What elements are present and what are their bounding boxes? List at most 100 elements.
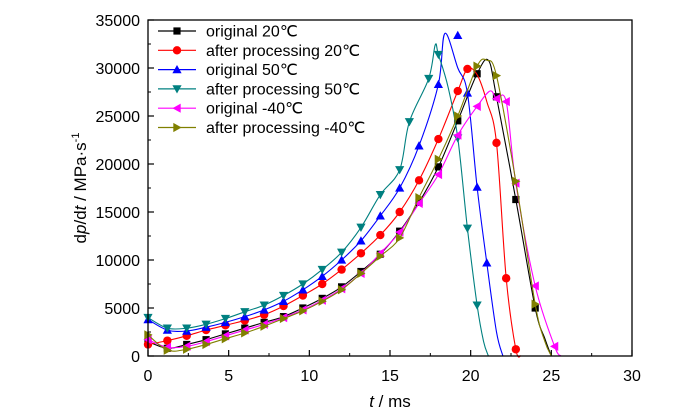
y-tick-label: 20000 bbox=[96, 157, 141, 174]
data-point bbox=[376, 230, 385, 240]
series-3 bbox=[143, 30, 504, 357]
data-point bbox=[299, 306, 308, 316]
data-point bbox=[453, 86, 462, 96]
x-tick-label: 0 bbox=[144, 368, 153, 385]
y-tick-label: 35000 bbox=[96, 13, 141, 30]
series-2 bbox=[143, 64, 522, 358]
data-point bbox=[317, 271, 327, 280]
data-point bbox=[318, 279, 327, 289]
data-point bbox=[453, 30, 463, 40]
data-point bbox=[462, 224, 473, 233]
series-line bbox=[147, 67, 522, 358]
data-point bbox=[433, 169, 443, 180]
legend-entry: original 20℃ bbox=[158, 24, 298, 41]
data-point bbox=[260, 321, 269, 331]
data-point bbox=[356, 236, 366, 245]
data-point bbox=[395, 207, 404, 217]
x-tick-label: 25 bbox=[542, 368, 560, 385]
data-point bbox=[356, 223, 366, 232]
legend-entry: after processing -40℃ bbox=[158, 120, 365, 137]
legend-marker bbox=[173, 27, 181, 35]
data-point bbox=[259, 301, 269, 310]
data-point bbox=[317, 265, 327, 275]
data-point bbox=[434, 154, 443, 164]
data-point bbox=[278, 296, 289, 305]
data-point bbox=[434, 163, 442, 171]
data-point bbox=[414, 176, 424, 185]
legend-label: original -40℃ bbox=[206, 101, 303, 118]
legend-marker bbox=[172, 65, 182, 74]
data-point bbox=[415, 193, 424, 203]
data-point bbox=[472, 301, 482, 310]
data-point bbox=[220, 314, 231, 324]
data-point bbox=[492, 138, 501, 148]
y-tick-label: 15000 bbox=[96, 205, 141, 222]
data-point bbox=[357, 268, 366, 279]
data-point bbox=[240, 308, 250, 317]
data-point bbox=[337, 265, 346, 274]
data-point bbox=[337, 255, 347, 264]
data-point bbox=[396, 233, 405, 243]
data-point bbox=[376, 251, 385, 261]
legend-entry: original -40℃ bbox=[158, 101, 303, 118]
data-point bbox=[298, 280, 308, 289]
legend-label: after processing 50℃ bbox=[206, 81, 360, 98]
data-point bbox=[492, 71, 502, 81]
data-point bbox=[182, 324, 192, 333]
data-point bbox=[433, 50, 443, 60]
data-point bbox=[453, 130, 462, 140]
data-point bbox=[278, 291, 289, 301]
y-tick-label: 5000 bbox=[104, 301, 140, 318]
x-axis-label: t / ms bbox=[369, 392, 411, 411]
data-point bbox=[473, 61, 482, 71]
data-point bbox=[512, 195, 520, 204]
data-point bbox=[201, 320, 211, 329]
legend-marker bbox=[172, 103, 181, 113]
series-6 bbox=[144, 58, 552, 357]
y-tick-label: 30000 bbox=[96, 61, 141, 78]
data-point bbox=[424, 74, 434, 84]
legend-entry: after processing 20℃ bbox=[158, 43, 360, 60]
series-group bbox=[143, 30, 562, 358]
legend-marker bbox=[172, 85, 182, 94]
data-point bbox=[337, 285, 347, 295]
data-point bbox=[491, 94, 501, 104]
data-point bbox=[162, 324, 172, 333]
y-axis-label: dp/dt / MPa·s-1 bbox=[70, 133, 90, 244]
data-point bbox=[298, 285, 308, 294]
data-point bbox=[501, 274, 511, 283]
data-point bbox=[511, 345, 521, 354]
data-point bbox=[454, 111, 463, 121]
plot-frame bbox=[147, 19, 633, 357]
data-point bbox=[512, 176, 521, 186]
data-point bbox=[356, 249, 366, 258]
data-point bbox=[375, 191, 385, 200]
x-tick-label: 20 bbox=[462, 368, 480, 385]
data-point bbox=[279, 313, 289, 324]
data-point bbox=[549, 341, 559, 351]
data-point bbox=[395, 166, 405, 175]
data-point bbox=[318, 296, 327, 306]
legend: original 20℃ after processing 20℃ original… bbox=[158, 24, 365, 137]
data-point bbox=[375, 211, 385, 220]
data-point bbox=[530, 281, 539, 291]
data-point bbox=[472, 182, 482, 191]
data-point bbox=[414, 141, 424, 150]
y-tick-label: 25000 bbox=[96, 109, 141, 126]
data-point bbox=[337, 248, 347, 257]
data-point bbox=[531, 299, 540, 309]
data-point bbox=[531, 304, 539, 312]
data-point bbox=[434, 134, 443, 144]
data-point bbox=[202, 339, 211, 350]
data-point bbox=[241, 328, 250, 338]
legend-label: original 20℃ bbox=[206, 24, 298, 41]
data-point bbox=[414, 198, 423, 208]
data-point bbox=[183, 344, 192, 354]
y-tick-label: 10000 bbox=[96, 253, 141, 270]
x-tick-label: 5 bbox=[224, 368, 233, 385]
x-tick-label: 15 bbox=[381, 368, 399, 385]
data-point bbox=[163, 345, 172, 355]
data-point bbox=[395, 183, 405, 192]
data-point bbox=[463, 64, 472, 74]
